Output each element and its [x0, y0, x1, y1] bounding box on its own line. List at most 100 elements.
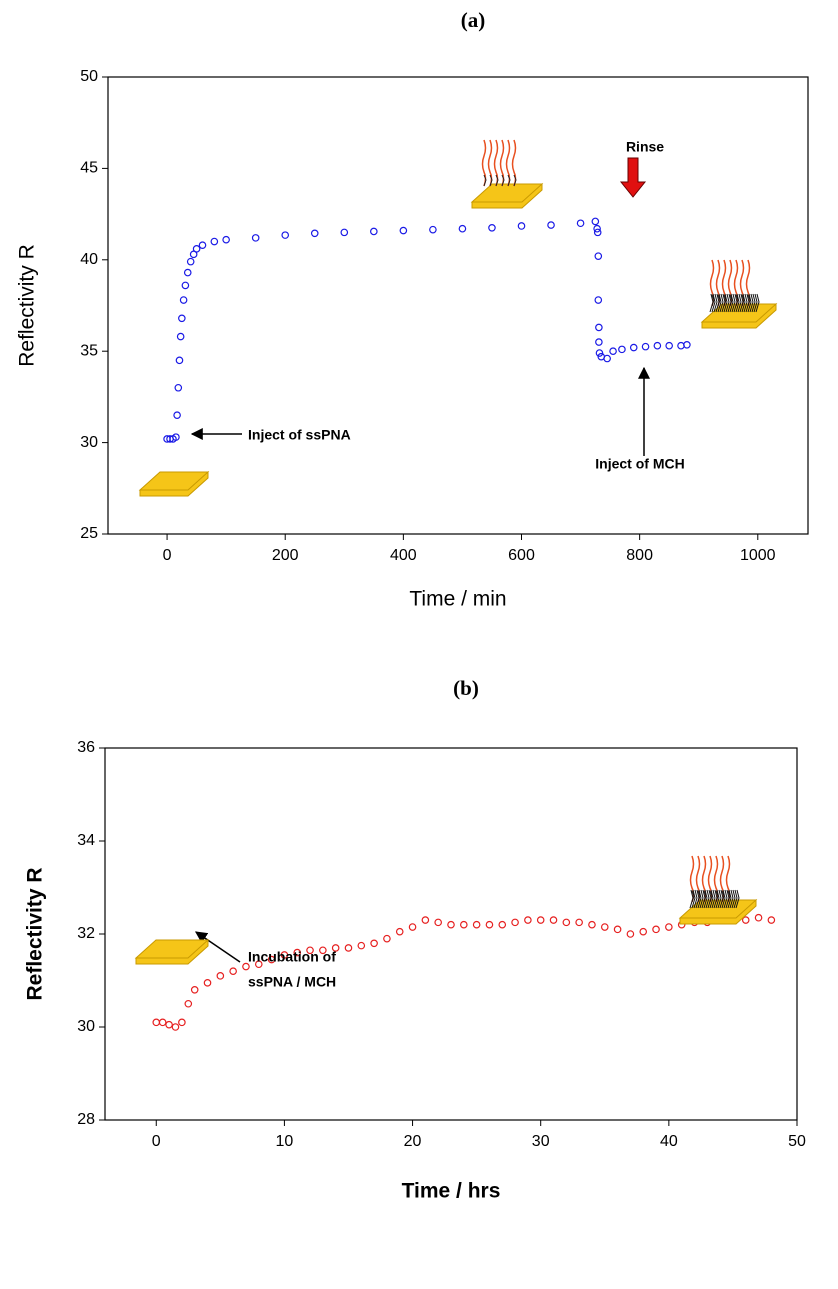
y-tick-label: 25 — [80, 525, 98, 542]
rinse-arrow — [619, 157, 647, 198]
data-point — [618, 345, 626, 354]
data-point — [460, 920, 468, 929]
data-point — [613, 925, 622, 934]
data-point — [383, 934, 391, 943]
data-point — [767, 916, 776, 924]
mch-layer — [737, 293, 742, 313]
data-point — [370, 939, 378, 948]
data-point — [517, 222, 526, 230]
data-point — [595, 323, 603, 332]
x-axis-label: Time / min — [409, 588, 506, 611]
data-point — [173, 411, 181, 419]
mch-layer — [709, 293, 714, 313]
gold-substrate — [138, 470, 210, 497]
data-point — [536, 916, 545, 924]
y-tick-label: 28 — [77, 1111, 95, 1128]
mch-layer — [729, 889, 734, 909]
mch-layer — [713, 889, 718, 909]
mch-layer — [689, 889, 694, 909]
pna-stem — [513, 174, 517, 187]
data-point — [293, 948, 302, 957]
mch-layer — [711, 889, 716, 909]
data-point — [251, 234, 260, 242]
pna-strand — [499, 139, 505, 187]
mch-layer — [713, 293, 718, 313]
mch-layer — [745, 293, 750, 313]
pna-strand — [493, 139, 499, 187]
y-tick-label: 35 — [80, 342, 98, 359]
mch-layer — [723, 293, 728, 313]
x-tick-label: 20 — [404, 1133, 422, 1150]
data-point — [229, 967, 237, 976]
y-tick-label: 30 — [80, 434, 98, 451]
plot-frame — [104, 747, 798, 1121]
data-point — [399, 226, 408, 235]
data-point — [593, 224, 601, 233]
mch-layer — [715, 889, 720, 909]
pna-stem — [507, 174, 511, 187]
data-point — [306, 946, 314, 955]
mch-layer — [693, 889, 698, 909]
mch-layer — [725, 293, 730, 313]
mch-layer — [719, 889, 724, 909]
data-point — [549, 916, 558, 924]
mch-layer — [699, 889, 704, 909]
y-tick-label: 36 — [77, 739, 95, 756]
x-tick-label: 1000 — [740, 547, 776, 564]
mch-layer — [747, 293, 752, 313]
mch-layer — [753, 293, 758, 313]
data-point — [357, 941, 366, 950]
x-tick-label: 40 — [660, 1133, 678, 1150]
chart-title: (b) — [453, 676, 479, 700]
mch-layer — [731, 293, 736, 313]
mch-layer — [725, 889, 730, 909]
data-point — [575, 918, 583, 927]
y-tick-label: 34 — [77, 832, 95, 849]
data-point — [488, 224, 496, 232]
data-point — [641, 342, 650, 351]
pna-stem — [495, 174, 499, 187]
mch-layer — [695, 889, 700, 909]
data-point — [165, 1020, 173, 1029]
data-point — [665, 341, 673, 350]
data-point — [176, 332, 185, 341]
annotation: Incubation of — [248, 949, 336, 965]
y-tick-label: 50 — [80, 68, 98, 85]
data-point — [639, 927, 648, 936]
x-axis-label: Time / hrs — [402, 1180, 501, 1203]
pna-strand — [487, 139, 493, 187]
mch-layer — [749, 293, 754, 313]
data-point — [421, 916, 430, 924]
data-point — [609, 347, 617, 356]
mch-layer — [707, 889, 712, 909]
annotation: Inject of ssPNA — [248, 427, 351, 443]
data-point — [472, 920, 481, 929]
data-point — [429, 225, 437, 234]
gold-substrate — [470, 182, 544, 209]
data-point — [626, 930, 635, 938]
annotation: ssPNA / MCH — [248, 974, 336, 990]
mch-layer — [691, 889, 696, 909]
data-point — [222, 235, 230, 244]
data-point — [408, 923, 417, 931]
x-tick-label: 200 — [272, 547, 299, 564]
x-tick-label: 0 — [152, 1133, 161, 1150]
x-tick-label: 800 — [626, 547, 653, 564]
data-point — [665, 923, 673, 931]
data-point — [186, 257, 195, 266]
mch-layer — [731, 889, 736, 909]
mch-layer — [701, 889, 706, 909]
data-point — [595, 338, 603, 346]
arrow — [195, 931, 241, 963]
mch-layer — [739, 293, 744, 313]
mch-layer — [727, 293, 732, 313]
data-point — [242, 962, 250, 971]
data-point — [576, 219, 585, 228]
data-point — [593, 228, 602, 237]
data-point — [603, 354, 611, 363]
mch-layer — [703, 889, 708, 909]
pna-strand — [481, 139, 487, 187]
y-axis-label: Reflectivity R — [24, 867, 47, 1000]
data-point — [653, 341, 662, 350]
data-point — [754, 913, 763, 922]
